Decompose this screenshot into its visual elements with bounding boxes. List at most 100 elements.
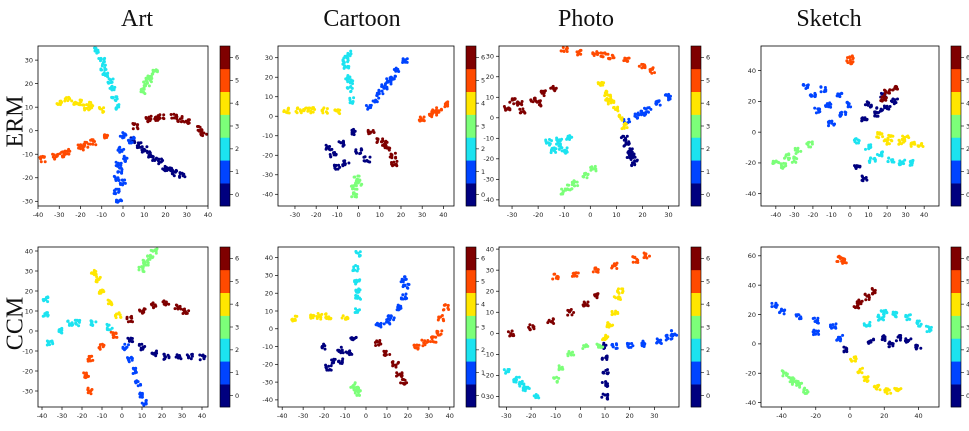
point-class-5	[418, 115, 422, 119]
point-class-0	[320, 344, 324, 348]
point-class-4	[861, 366, 864, 370]
point-class-4	[295, 314, 299, 318]
point-class-4	[895, 388, 899, 392]
point-class-0	[178, 172, 182, 176]
point-class-2	[549, 151, 553, 155]
point-class-1	[116, 176, 120, 180]
point-class-6	[388, 146, 392, 150]
point-class-2	[869, 156, 873, 160]
point-class-3	[593, 164, 597, 168]
point-class-2	[853, 138, 857, 142]
point-class-1	[794, 313, 798, 317]
colorbar-ccm-art: 0 1 2 3 4 5 6	[219, 246, 239, 408]
point-class-1	[123, 348, 126, 352]
point-class-3	[141, 90, 144, 94]
point-class-0	[891, 342, 895, 346]
colorbar-segment	[691, 247, 701, 271]
point-class-5	[440, 329, 444, 333]
point-class-0	[352, 337, 356, 341]
point-class-6	[178, 117, 182, 121]
point-class-3	[599, 345, 603, 349]
point-class-1	[670, 329, 674, 333]
point-class-4	[606, 321, 610, 325]
point-class-4	[293, 318, 297, 322]
colorbar-tick-label: 6	[481, 54, 485, 62]
colorbar-segment	[220, 137, 230, 161]
point-class-0	[635, 158, 639, 162]
colorbar-segment	[951, 160, 961, 184]
y-tick-label: 40	[25, 247, 33, 255]
y-tick-label: 60	[748, 252, 756, 260]
point-class-2	[46, 300, 50, 304]
point-class-0	[352, 130, 356, 134]
point-class-4	[602, 81, 606, 85]
colorbar-segment	[691, 183, 701, 207]
colorbar-tick-label: 2	[481, 145, 485, 153]
x-tick-label: -20	[808, 211, 819, 219]
point-class-2	[74, 321, 78, 325]
x-tick-label: -30	[507, 211, 518, 219]
point-class-0	[339, 345, 343, 349]
point-class-4	[85, 106, 89, 110]
x-tick-label: 10	[601, 412, 609, 420]
point-class-1	[813, 91, 817, 95]
point-class-6	[149, 117, 153, 121]
point-class-1	[114, 177, 118, 181]
point-class-2	[48, 343, 52, 347]
point-class-1	[615, 346, 619, 350]
x-tick-label: -20	[77, 412, 88, 420]
point-class-5	[111, 336, 115, 339]
y-tick-label: 30	[265, 272, 273, 280]
colorbar-tick-label: 4	[706, 99, 710, 107]
point-class-5	[89, 392, 93, 396]
point-class-5	[435, 106, 439, 110]
colorbar-tick-label: 0	[481, 191, 485, 199]
point-class-2	[548, 142, 552, 146]
colorbar-segment	[220, 91, 230, 115]
point-class-4	[921, 145, 925, 148]
point-class-1	[120, 168, 124, 171]
point-class-6	[884, 98, 888, 102]
point-class-4	[311, 110, 315, 114]
point-class-6	[883, 93, 887, 97]
point-class-3	[799, 149, 803, 153]
colorbar-tick-label: 6	[966, 255, 969, 263]
point-class-2	[50, 339, 54, 343]
point-class-5	[429, 340, 432, 344]
point-class-2	[357, 254, 361, 258]
point-class-4	[78, 98, 82, 102]
point-class-6	[856, 301, 859, 305]
y-tick-label: -30	[262, 171, 273, 179]
point-class-2	[107, 328, 111, 332]
colorbar-segment	[691, 46, 701, 70]
point-class-6	[400, 378, 404, 381]
point-class-5	[416, 346, 420, 350]
point-class-0	[858, 165, 862, 169]
point-class-1	[774, 305, 778, 309]
point-class-0	[150, 351, 154, 355]
point-class-4	[889, 134, 893, 138]
point-class-4	[340, 316, 344, 320]
point-class-4	[860, 371, 864, 375]
y-tick-label: -40	[745, 399, 756, 407]
point-class-5	[591, 270, 595, 274]
colorbar-tick-label: 4	[235, 300, 239, 308]
point-class-4	[885, 392, 889, 396]
colorbar-segment	[466, 183, 476, 207]
point-class-0	[627, 150, 631, 154]
y-tick-label: 0	[490, 114, 494, 122]
y-tick-label: -10	[262, 132, 273, 140]
y-tick-label: -20	[262, 361, 273, 369]
point-class-0	[187, 355, 191, 359]
point-class-0	[358, 152, 362, 156]
point-class-0	[630, 154, 634, 158]
point-class-1	[123, 342, 127, 346]
point-class-5	[601, 55, 605, 59]
point-class-4	[98, 275, 102, 279]
colorbar-erm-art: 0 1 2 3 4 5 6	[219, 45, 239, 207]
point-class-1	[394, 74, 397, 78]
point-class-6	[522, 110, 526, 114]
points-ccm-cartoon	[290, 250, 451, 397]
point-class-1	[384, 86, 388, 90]
point-class-0	[600, 357, 604, 361]
